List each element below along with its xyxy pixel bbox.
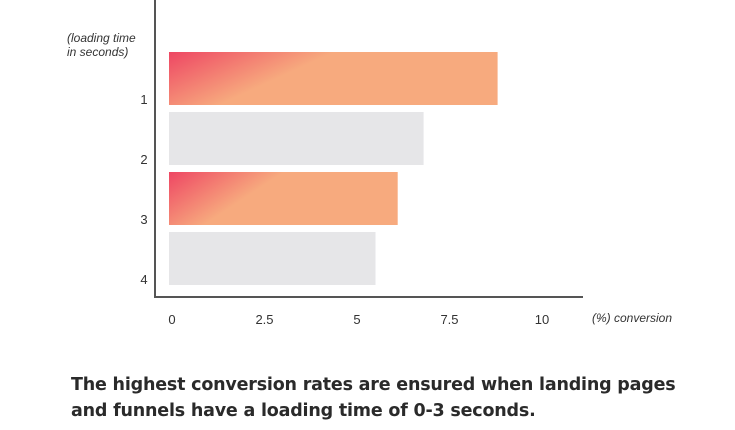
bar-2 [169, 112, 424, 165]
y-axis-label-line2: in seconds) [67, 45, 128, 59]
y-tick-label: 4 [140, 272, 147, 287]
y-tick-label: 1 [140, 92, 147, 107]
x-tick-label: 0 [168, 312, 175, 327]
bar-4 [169, 232, 376, 285]
chart-caption: The highest conversion rates are ensured… [71, 375, 676, 421]
x-tick-label: 5 [353, 312, 360, 327]
bar-1 [169, 52, 498, 105]
y-axis-label-line1: (loading time [67, 31, 136, 45]
y-tick-label: 2 [140, 152, 147, 167]
bar-3 [169, 172, 398, 225]
x-axis-label: (%) conversion [592, 311, 672, 325]
x-tick-label: 2.5 [255, 312, 273, 327]
x-tick-label: 10 [535, 312, 549, 327]
x-tick-label: 7.5 [440, 312, 458, 327]
bar-chart: (loading time in seconds) (%) conversion… [67, 0, 672, 327]
y-tick-label: 3 [140, 212, 147, 227]
